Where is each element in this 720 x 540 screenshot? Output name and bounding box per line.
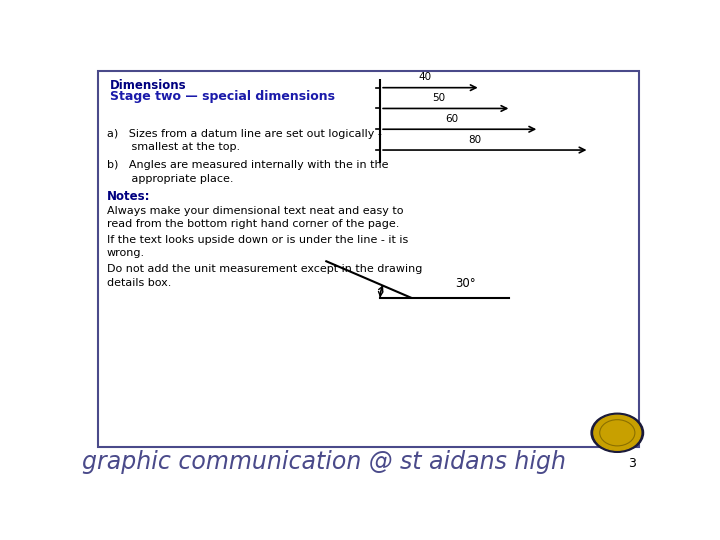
Text: Dimensions: Dimensions bbox=[109, 79, 186, 92]
Text: If the text looks upside down or is under the line - it is
wrong.: If the text looks upside down or is unde… bbox=[107, 235, 408, 259]
Text: 40: 40 bbox=[419, 72, 432, 82]
Text: a)   Sizes from a datum line are set out logically -
       smallest at the top.: a) Sizes from a datum line are set out l… bbox=[107, 129, 382, 152]
Text: Always make your dimensional text neat and easy to
read from the bottom right ha: Always make your dimensional text neat a… bbox=[107, 206, 403, 230]
Text: b)   Angles are measured internally with the in the
       appropriate place.: b) Angles are measured internally with t… bbox=[107, 160, 388, 184]
Circle shape bbox=[591, 413, 644, 453]
Text: Notes:: Notes: bbox=[107, 190, 150, 202]
Text: 80: 80 bbox=[468, 134, 481, 145]
Circle shape bbox=[594, 415, 641, 450]
Text: 3: 3 bbox=[628, 457, 636, 470]
Text: Do not add the unit measurement except in the drawing
details box.: Do not add the unit measurement except i… bbox=[107, 265, 422, 288]
Text: 50: 50 bbox=[433, 93, 446, 103]
Text: 60: 60 bbox=[445, 114, 459, 124]
Text: Stage two — special dimensions: Stage two — special dimensions bbox=[109, 90, 335, 103]
Text: graphic communication @ st aidans high: graphic communication @ st aidans high bbox=[82, 450, 567, 474]
Text: 30°: 30° bbox=[456, 276, 476, 289]
